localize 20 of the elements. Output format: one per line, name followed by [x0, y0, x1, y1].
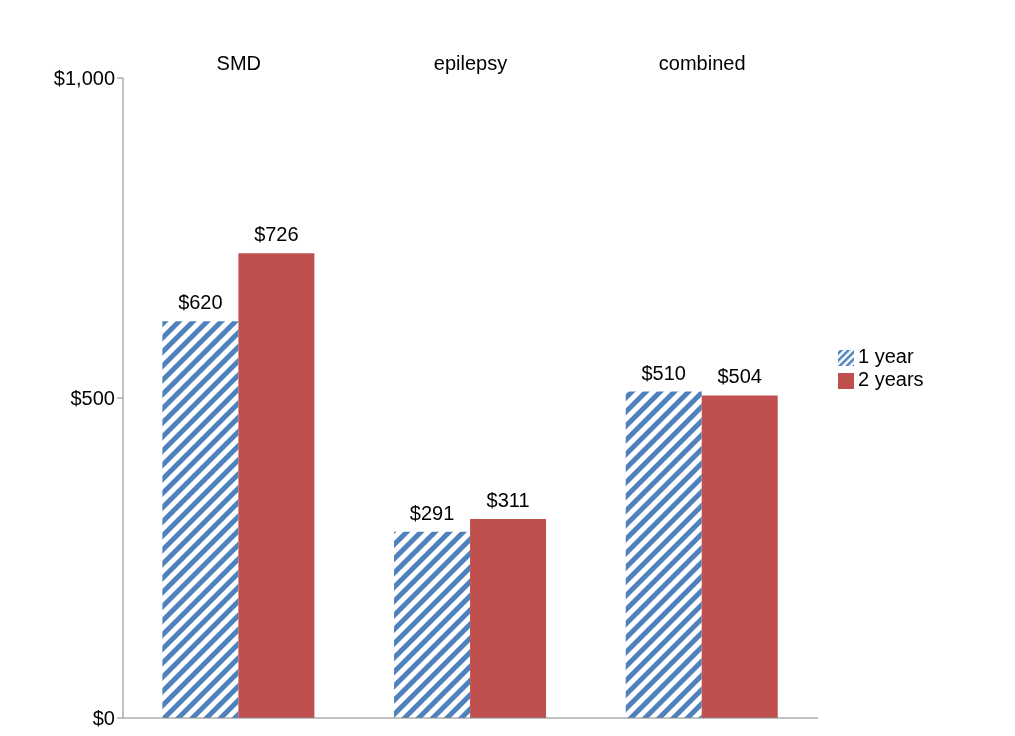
bar: [470, 518, 547, 718]
bar: [394, 531, 471, 718]
bar: [625, 391, 702, 718]
data-label: $311: [486, 488, 530, 511]
x-tick-label: epilepsy: [433, 52, 508, 74]
x-tick-label: combined: [658, 52, 746, 74]
legend-label: 2 years: [858, 368, 924, 390]
x-tick-label: SMD: [216, 52, 262, 74]
y-tick-label: $500: [70, 387, 115, 410]
y-tick-label: $1,000: [53, 67, 115, 90]
bar: [701, 395, 778, 718]
data-label: $504: [717, 365, 762, 388]
y-tick-label: $0: [92, 707, 115, 730]
legend-label: 1 year: [858, 345, 914, 367]
data-label: $726: [254, 223, 299, 246]
data-label: $291: [409, 501, 455, 524]
bar: [162, 321, 239, 718]
data-label: $620: [178, 291, 223, 314]
data-label: $510: [641, 361, 686, 384]
bar: [238, 253, 315, 718]
